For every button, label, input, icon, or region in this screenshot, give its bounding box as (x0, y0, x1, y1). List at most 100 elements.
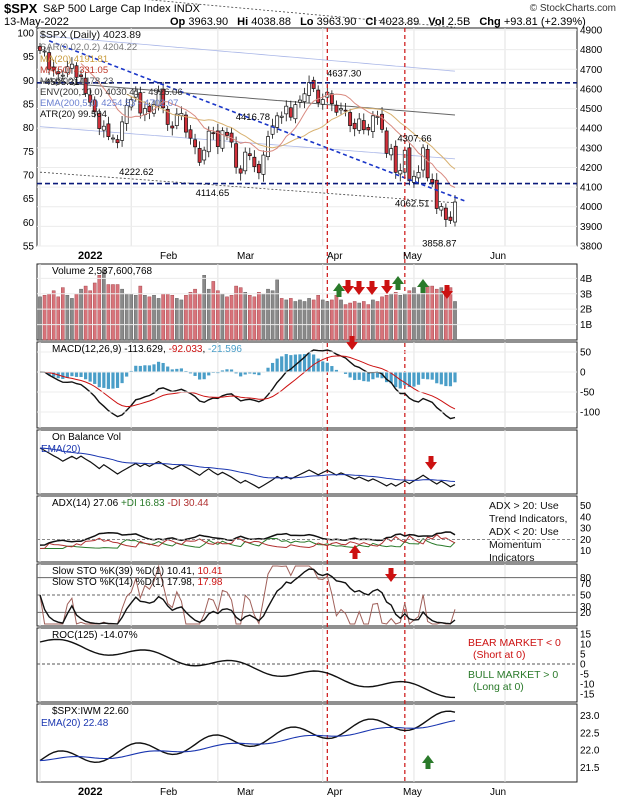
candle-body (320, 99, 325, 105)
macd-histogram-bar (65, 372, 69, 378)
candle-body (111, 137, 115, 140)
ratio-ema-label: EMA(20) 22.48 (41, 718, 109, 729)
roc-tick-label: 10 (580, 640, 592, 651)
atr-tick-label: 55 (23, 242, 35, 253)
candle-body (156, 91, 161, 107)
ratio-panel-frame (36, 703, 578, 783)
volume-bar (216, 290, 220, 341)
volume-bar (83, 285, 88, 341)
candle-body (416, 172, 421, 179)
price-annotation-label: 4637.30 (327, 69, 361, 80)
candle-body (120, 121, 125, 141)
candle-body (453, 201, 457, 223)
volume-bar (175, 298, 179, 341)
candle-body (293, 104, 298, 120)
volume-bar (102, 268, 106, 341)
volume-bar (302, 301, 307, 341)
volume-bar (229, 295, 234, 341)
trend-line (48, 40, 468, 203)
candle-body (147, 105, 152, 113)
candle-body (69, 63, 74, 69)
macd-histogram-bar (426, 372, 430, 380)
candle-body (138, 92, 143, 114)
volume-bar (129, 293, 134, 341)
macd-histogram-bar (93, 372, 97, 384)
obv-panel-frame (36, 429, 578, 495)
candle-body (443, 207, 448, 220)
month-label-mar-bottom: Mar (237, 787, 255, 798)
volume-bar (51, 290, 56, 341)
macd-histogram-bar (394, 372, 398, 388)
volume-bar (184, 295, 188, 341)
volume-bar (375, 301, 380, 341)
macd-histogram-bar (298, 354, 302, 372)
adx-note-3: ADX < 20: Use (489, 526, 559, 538)
macd-histogram-bar (439, 372, 443, 385)
macd-histogram-bar (357, 372, 361, 380)
volume-bar (275, 279, 279, 341)
volume-bar (56, 296, 61, 341)
volume-bar (398, 295, 403, 341)
candle-body (247, 153, 252, 157)
macd-histogram-bar (138, 365, 142, 372)
volume-bar (61, 287, 65, 341)
candle-body (106, 123, 111, 137)
macd-histogram-bar (47, 372, 51, 375)
down-arrow-icon (385, 568, 397, 582)
macd-histogram-bar (421, 372, 425, 379)
adx-note-4: Momentum (489, 539, 542, 551)
volume-bar (361, 301, 366, 341)
macd-histogram-bar (257, 372, 261, 376)
volume-bar (357, 302, 362, 341)
adx-note-5: Indicators (489, 552, 535, 564)
price-annotation-label: 4307.66 (397, 133, 431, 144)
price-tick-label: 4900 (580, 26, 603, 37)
macd-histogram-bar (120, 372, 124, 384)
volume-bar (252, 296, 257, 341)
volume-bar (320, 299, 325, 341)
candle-body (220, 130, 225, 149)
candle-body (288, 107, 293, 118)
macd-histogram-bar (289, 355, 293, 372)
volume-bar (380, 296, 384, 341)
candle-body (370, 115, 375, 132)
macd-histogram-bar (102, 372, 106, 388)
down-arrow-icon (441, 285, 453, 299)
volume-bar (211, 281, 216, 341)
macd-histogram-bar (88, 372, 92, 382)
macd-histogram-bar (84, 372, 88, 380)
sto-tick-label: 70 (580, 579, 592, 590)
volume-tick-label: 2B (580, 305, 593, 316)
legend-env: ENV(200,10.0) 4030.41 - 4926.06 (40, 87, 183, 98)
down-arrow-icon (346, 336, 358, 350)
price-tick-label: 3900 (580, 222, 603, 233)
obv-line (39, 447, 456, 489)
macd-tick-label: 0 (580, 368, 586, 379)
ratio-tick-label: 23.0 (580, 711, 600, 722)
legend-ma50: MA(50) 4331.05 (40, 65, 108, 76)
volume-bar (334, 295, 339, 341)
atr-tick-label: 70 (23, 171, 35, 182)
env-upper-line (147, 0, 456, 28)
volume-bar (371, 299, 375, 341)
roc-tick-label: 15 (580, 630, 592, 641)
candle-body (270, 125, 275, 135)
macd-histogram-bar (161, 362, 165, 372)
roc-tick-label: -10 (580, 680, 595, 691)
candle-body (357, 118, 362, 131)
macd-histogram-bar (125, 372, 129, 377)
price-annotation-label: 4114.65 (196, 188, 230, 199)
down-arrow-icon (366, 281, 378, 295)
price-annotation-label: 4062.51 (395, 198, 429, 209)
down-arrow-icon (425, 456, 437, 470)
volume-bar (448, 287, 453, 341)
price-tick-label: 4500 (580, 104, 603, 115)
header-date: 13-May-2022 (4, 16, 69, 28)
macd-histogram-bar (280, 356, 284, 372)
macd-histogram-bar (202, 372, 206, 380)
price-annotation-label: 4416.78 (236, 112, 270, 123)
legend-ma20: MA(20) 4191.81 (40, 54, 108, 65)
sto-tick-label: 80 (580, 573, 592, 584)
candle-body (439, 206, 444, 211)
candle-body (375, 116, 380, 118)
